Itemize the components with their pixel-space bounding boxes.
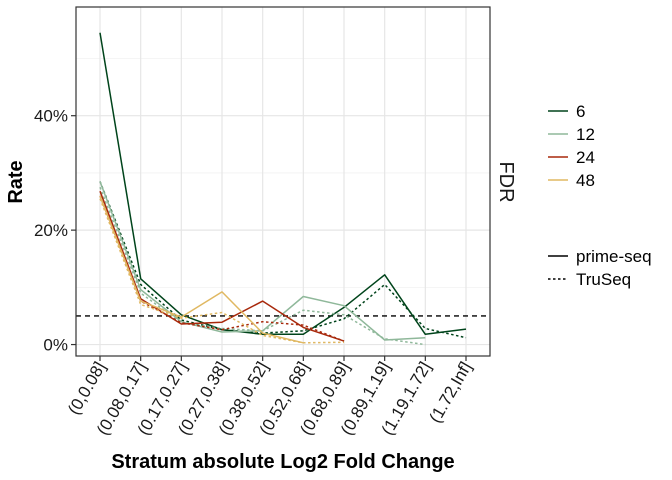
grid-lines [76, 7, 490, 356]
legend-label: 12 [576, 125, 595, 144]
legend-label: TruSeq [576, 270, 631, 289]
plot-panel [76, 7, 490, 356]
x-axis-title: Stratum absolute Log2 Fold Change [111, 451, 454, 473]
y-tick-label: 40% [34, 107, 68, 126]
legend-label: prime-seq [576, 247, 652, 266]
color-legend: 6 12 24 48 [548, 102, 595, 190]
y-axis-ticks: 0% 20% 40% [34, 107, 76, 355]
y-axis-title: Rate [5, 160, 27, 203]
facet-strip-label: FDR [495, 161, 517, 202]
legend-label: 48 [576, 171, 595, 190]
series-line-24-prime-seq [99, 190, 345, 342]
series-line-24-TruSeq [99, 195, 345, 342]
y-tick-label: 20% [34, 221, 68, 240]
series-lines [99, 32, 467, 346]
linetype-legend: prime-seq TruSeq [548, 247, 652, 289]
series-line-12-TruSeq [99, 186, 426, 346]
series-line-48-TruSeq [99, 198, 345, 344]
plot-border [75, 6, 491, 357]
x-axis-ticks: (0,0.08](0.08,0.17](0.17,0.27](0.27,0.38… [64, 356, 475, 438]
x-tick-label: (0,0.08] [64, 359, 109, 418]
y-tick-label: 0% [43, 336, 68, 355]
legend-label: 6 [576, 102, 585, 121]
legend-label: 24 [576, 148, 595, 167]
series-line-48-prime-seq [99, 195, 304, 344]
series-line-6-prime-seq [99, 32, 467, 336]
